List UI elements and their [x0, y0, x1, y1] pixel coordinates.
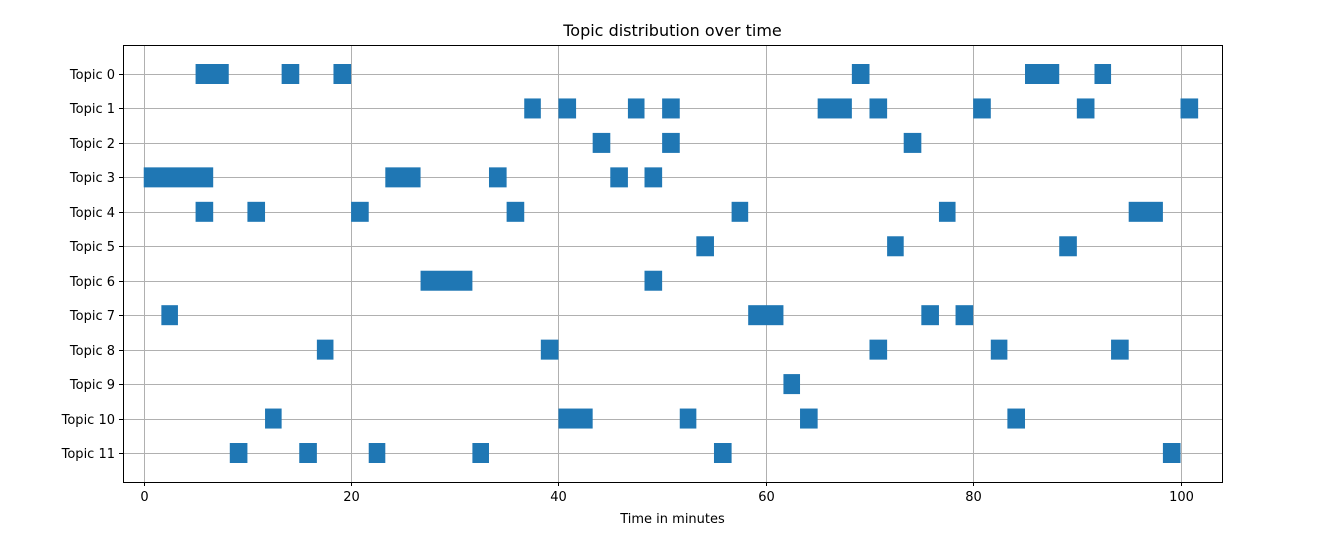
x-tick-label: 100 [1169, 490, 1194, 505]
y-tick-label: Topic 5 [69, 240, 115, 255]
y-tick-label: Topic 2 [69, 137, 115, 152]
topic-bar [955, 305, 974, 326]
topic-bar [143, 167, 214, 188]
topic-bar [713, 443, 732, 463]
chart-title: Topic distribution over time [562, 21, 782, 40]
topic-bar [316, 339, 334, 360]
topic-bar [299, 443, 317, 463]
topic-bar [1094, 64, 1112, 84]
topic-bar [662, 132, 680, 153]
topic-bar [540, 339, 559, 360]
x-axis-label: Time in minutes [619, 512, 725, 527]
topic-bar [558, 98, 577, 119]
topic-bar [1128, 201, 1163, 222]
x-tick-label: 40 [550, 490, 567, 505]
topic-bar [488, 167, 507, 188]
y-tick-label: Topic 3 [69, 171, 115, 186]
topic-bar [333, 64, 352, 84]
topic-bar [1025, 64, 1060, 84]
topic-bar [247, 201, 266, 222]
x-tick-label: 20 [343, 490, 360, 505]
y-tick-label: Topic 9 [69, 378, 115, 393]
topic-bar [558, 408, 593, 429]
topic-bar [973, 98, 991, 119]
topic-bar [472, 443, 489, 463]
topic-bar [903, 132, 922, 153]
y-tick-label: Topic 6 [69, 275, 115, 290]
topic-bar [351, 201, 369, 222]
topic-bar [921, 305, 939, 326]
topic-bar [644, 167, 663, 188]
x-tick-label: 0 [140, 490, 148, 505]
y-tick-label: Topic 8 [69, 344, 115, 359]
topic-bar [161, 305, 178, 326]
topic-bar [524, 98, 541, 119]
topic-bar [506, 201, 525, 222]
topic-bar [1007, 408, 1026, 429]
topic-bar [679, 408, 697, 429]
y-axis: Topic 0 Topic 1 Topic 2 Topic 3 Topic 4 Topic… [61, 68, 123, 462]
topic-bar [748, 305, 784, 326]
topic-bar [592, 132, 611, 153]
topic-bar [195, 201, 214, 222]
topic-bar [990, 339, 1008, 360]
topic-bar [662, 98, 680, 119]
topic-bar [1059, 236, 1077, 257]
topic-bar [783, 374, 801, 395]
x-tick-label: 60 [758, 490, 775, 505]
topic-bar [644, 270, 663, 291]
topic-bar [851, 64, 870, 84]
bars-layer [143, 64, 1199, 463]
topic-bar [1076, 98, 1095, 119]
x-tick-label: 80 [965, 490, 982, 505]
x-axis: 0 20 40 60 80 100 [140, 482, 1194, 505]
topic-bar [1162, 443, 1181, 463]
topic-bar [265, 408, 282, 429]
topic-bar [869, 98, 888, 119]
topic-bar [800, 408, 818, 429]
topic-bar [385, 167, 421, 188]
topic-bar [1180, 98, 1199, 119]
topic-bar [195, 64, 229, 84]
y-tick-label: Topic 0 [69, 68, 115, 83]
topic-bar [368, 443, 386, 463]
y-tick-label: Topic 1 [69, 102, 115, 117]
topic-bar [610, 167, 628, 188]
topic-bar [281, 64, 300, 84]
topic-bar [1111, 339, 1129, 360]
y-tick-label: Topic 11 [61, 447, 115, 462]
y-tick-label: Topic 10 [61, 413, 115, 428]
topic-bar [229, 443, 248, 463]
plot-frame [123, 45, 1223, 483]
topic-bar [869, 339, 888, 360]
topic-bar [627, 98, 645, 119]
y-tick-label: Topic 7 [69, 309, 115, 324]
topic-bar [938, 201, 956, 222]
topic-bar [817, 98, 852, 119]
topic-bar [731, 201, 749, 222]
topic-bar [696, 236, 714, 257]
topic-bar [420, 270, 473, 291]
y-tick-label: Topic 4 [69, 206, 115, 221]
topic-bar [887, 236, 904, 257]
